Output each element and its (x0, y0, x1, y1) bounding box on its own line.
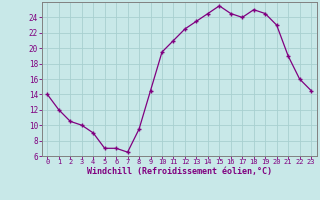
X-axis label: Windchill (Refroidissement éolien,°C): Windchill (Refroidissement éolien,°C) (87, 167, 272, 176)
